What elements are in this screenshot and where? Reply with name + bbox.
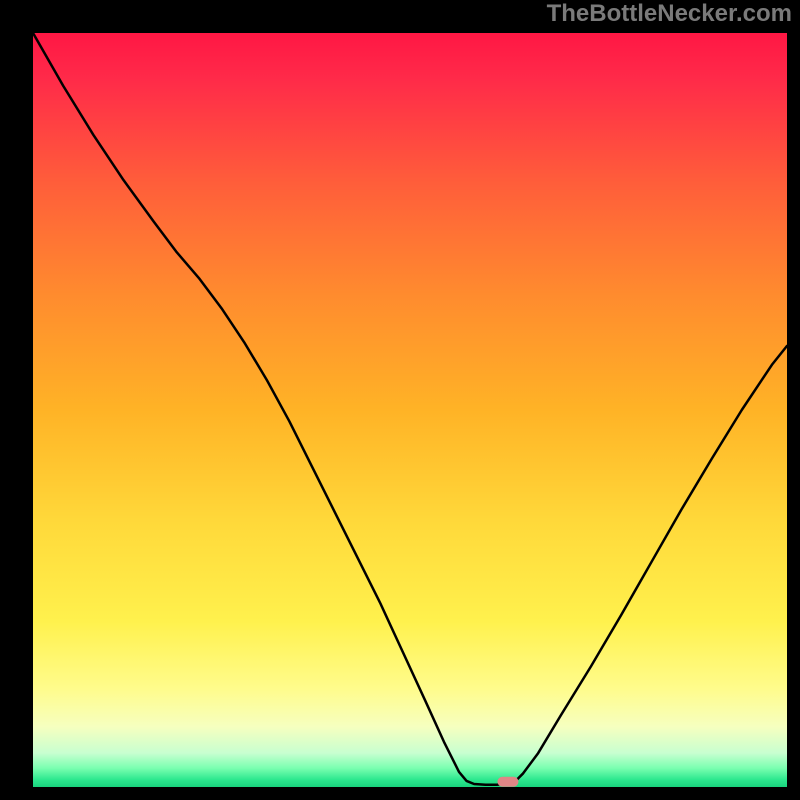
watermark-text: TheBottleNecker.com [547, 0, 792, 28]
bottleneck-curve [33, 33, 787, 787]
optimal-marker [497, 776, 518, 787]
chart-root: TheBottleNecker.com [0, 0, 800, 800]
plot-area [33, 33, 787, 787]
